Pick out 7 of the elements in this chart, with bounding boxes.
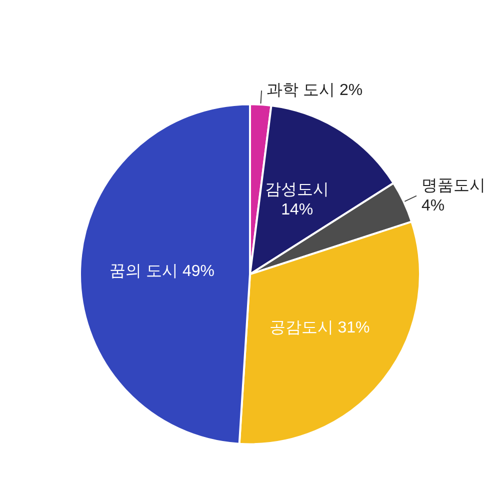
slice-label: 명품도시	[421, 177, 486, 194]
slice-label: 꿈의 도시 49%	[110, 262, 215, 280]
data-label: 14%	[281, 201, 314, 218]
slice-label: 과학 도시 2%	[266, 82, 363, 100]
data-label: 4%	[421, 197, 445, 214]
slice-label: 감성도시	[265, 181, 330, 198]
slice-label: 공감도시 31%	[269, 320, 370, 337]
